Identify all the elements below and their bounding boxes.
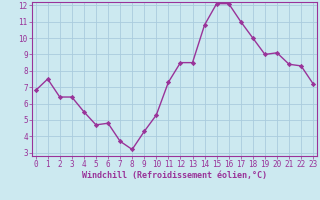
X-axis label: Windchill (Refroidissement éolien,°C): Windchill (Refroidissement éolien,°C) bbox=[82, 171, 267, 180]
